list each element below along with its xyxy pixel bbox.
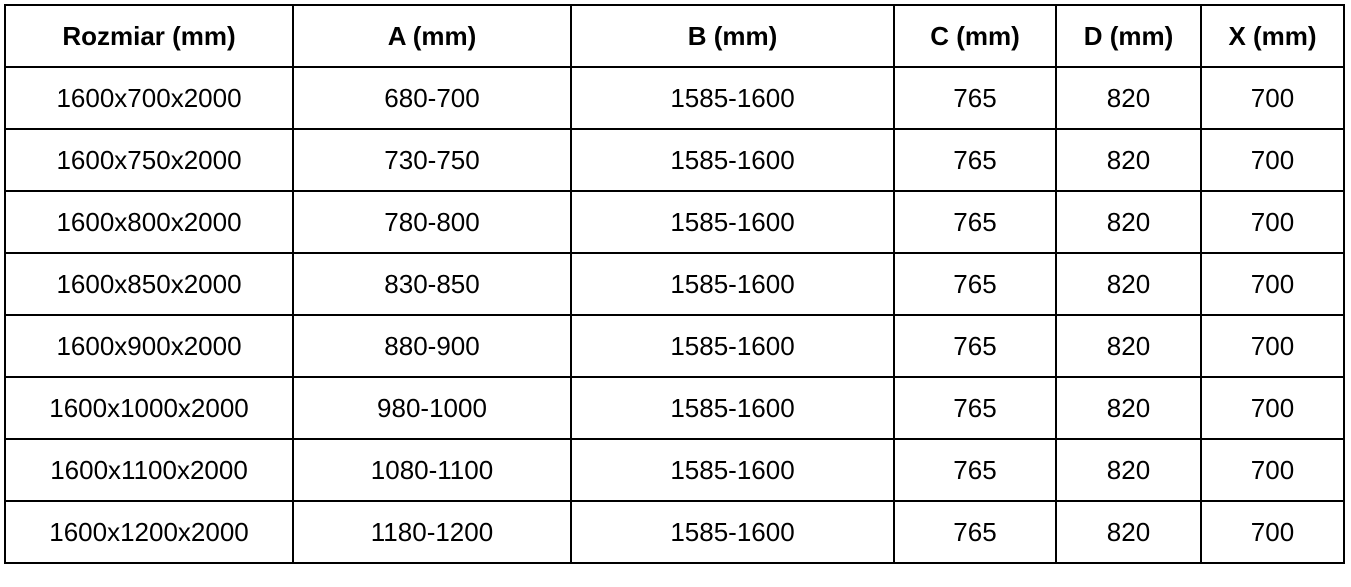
cell-b: 1585-1600 — [570, 66, 895, 130]
cell-a: 1180-1200 — [292, 500, 572, 564]
column-header-a: A (mm) — [292, 4, 572, 68]
table-row: 1600x1200x2000 1180-1200 1585-1600 765 820 70… — [4, 500, 1345, 564]
column-header-c: C (mm) — [893, 4, 1057, 68]
cell-c: 765 — [893, 128, 1057, 192]
table-row: 1600x1000x2000 980-1000 1585-1600 765 820 700 — [4, 376, 1345, 440]
cell-size: 1600x850x2000 — [4, 252, 294, 316]
cell-b: 1585-1600 — [570, 252, 895, 316]
cell-c: 765 — [893, 252, 1057, 316]
cell-c: 765 — [893, 190, 1057, 254]
cell-d: 820 — [1055, 438, 1202, 502]
cell-size: 1600x700x2000 — [4, 66, 294, 130]
cell-d: 820 — [1055, 66, 1202, 130]
cell-d: 820 — [1055, 128, 1202, 192]
cell-x: 700 — [1200, 66, 1345, 130]
cell-size: 1600x750x2000 — [4, 128, 294, 192]
cell-a: 880-900 — [292, 314, 572, 378]
table-row: 1600x750x2000 730-750 1585-1600 765 820 700 — [4, 128, 1345, 192]
column-header-b: B (mm) — [570, 4, 895, 68]
column-header-x: X (mm) — [1200, 4, 1345, 68]
dimensions-table: Rozmiar (mm) A (mm) B (mm) C (mm) D (mm) X (m… — [4, 4, 1345, 564]
cell-a: 780-800 — [292, 190, 572, 254]
column-header-d: D (mm) — [1055, 4, 1202, 68]
cell-a: 980-1000 — [292, 376, 572, 440]
cell-b: 1585-1600 — [570, 500, 895, 564]
cell-x: 700 — [1200, 128, 1345, 192]
cell-d: 820 — [1055, 252, 1202, 316]
cell-a: 680-700 — [292, 66, 572, 130]
cell-d: 820 — [1055, 190, 1202, 254]
cell-x: 700 — [1200, 190, 1345, 254]
cell-x: 700 — [1200, 314, 1345, 378]
cell-a: 830-850 — [292, 252, 572, 316]
cell-b: 1585-1600 — [570, 314, 895, 378]
cell-c: 765 — [893, 500, 1057, 564]
cell-b: 1585-1600 — [570, 128, 895, 192]
table-row: 1600x800x2000 780-800 1585-1600 765 820 700 — [4, 190, 1345, 254]
cell-x: 700 — [1200, 252, 1345, 316]
cell-size: 1600x900x2000 — [4, 314, 294, 378]
cell-b: 1585-1600 — [570, 438, 895, 502]
cell-b: 1585-1600 — [570, 376, 895, 440]
cell-d: 820 — [1055, 376, 1202, 440]
cell-x: 700 — [1200, 376, 1345, 440]
cell-size: 1600x1200x2000 — [4, 500, 294, 564]
table-row: 1600x850x2000 830-850 1585-1600 765 820 700 — [4, 252, 1345, 316]
cell-size: 1600x1100x2000 — [4, 438, 294, 502]
cell-c: 765 — [893, 66, 1057, 130]
cell-x: 700 — [1200, 500, 1345, 564]
cell-x: 700 — [1200, 438, 1345, 502]
cell-d: 820 — [1055, 500, 1202, 564]
table-row: 1600x700x2000 680-700 1585-1600 765 820 700 — [4, 66, 1345, 130]
cell-size: 1600x800x2000 — [4, 190, 294, 254]
column-header-size: Rozmiar (mm) — [4, 4, 294, 68]
cell-size: 1600x1000x2000 — [4, 376, 294, 440]
table-row: 1600x1100x2000 1080-1100 1585-1600 765 820 70… — [4, 438, 1345, 502]
header-row: Rozmiar (mm) A (mm) B (mm) C (mm) D (mm) X (m… — [4, 4, 1345, 68]
table-row: 1600x900x2000 880-900 1585-1600 765 820 700 — [4, 314, 1345, 378]
cell-d: 820 — [1055, 314, 1202, 378]
cell-c: 765 — [893, 438, 1057, 502]
cell-b: 1585-1600 — [570, 190, 895, 254]
cell-c: 765 — [893, 314, 1057, 378]
cell-c: 765 — [893, 376, 1057, 440]
cell-a: 730-750 — [292, 128, 572, 192]
cell-a: 1080-1100 — [292, 438, 572, 502]
